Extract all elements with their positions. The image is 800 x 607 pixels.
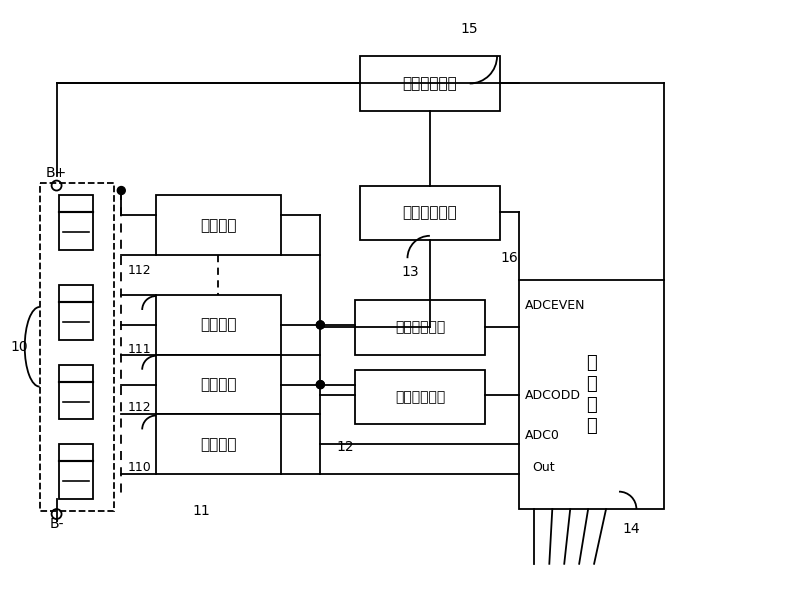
Bar — [58, 444, 94, 499]
Circle shape — [118, 186, 126, 194]
Text: B-: B- — [50, 517, 64, 531]
Circle shape — [316, 321, 324, 329]
Bar — [360, 186, 499, 240]
Circle shape — [316, 321, 324, 329]
Text: 15: 15 — [461, 22, 478, 36]
Bar — [360, 56, 499, 111]
Text: ADCEVEN: ADCEVEN — [525, 299, 585, 313]
Text: 16: 16 — [501, 251, 518, 265]
Text: B+: B+ — [46, 166, 67, 180]
Text: Out: Out — [532, 461, 555, 473]
Bar — [58, 195, 94, 250]
Text: 第二运放单元: 第二运放单元 — [394, 320, 445, 334]
Text: 开关单元: 开关单元 — [200, 437, 237, 452]
Bar — [156, 295, 281, 354]
Text: 110: 110 — [127, 461, 151, 473]
Text: 112: 112 — [127, 401, 151, 414]
Circle shape — [316, 381, 324, 388]
Bar — [355, 300, 485, 354]
Text: 10: 10 — [11, 340, 29, 354]
Text: 第一运放单元: 第一运放单元 — [394, 390, 445, 404]
Text: 11: 11 — [192, 504, 210, 518]
Text: 开关单元: 开关单元 — [200, 317, 237, 333]
Text: 12: 12 — [337, 440, 354, 454]
Bar — [156, 354, 281, 415]
Bar — [355, 370, 485, 424]
Bar — [519, 280, 664, 509]
Text: ADCODD: ADCODD — [525, 389, 581, 402]
Bar — [58, 285, 94, 340]
Bar — [58, 365, 94, 419]
Text: 开关单元: 开关单元 — [200, 218, 237, 233]
Text: 14: 14 — [622, 522, 640, 536]
Text: 112: 112 — [127, 263, 151, 277]
Text: 111: 111 — [127, 344, 151, 356]
Bar — [156, 195, 281, 255]
Text: 13: 13 — [401, 265, 418, 279]
Text: ADC0: ADC0 — [525, 429, 559, 442]
Text: 控
制
单
元: 控 制 单 元 — [586, 354, 597, 435]
Text: 电源转换单元: 电源转换单元 — [402, 76, 458, 91]
Circle shape — [316, 381, 324, 388]
Bar — [40, 183, 114, 511]
Bar — [156, 415, 281, 474]
Text: 开关控制单元: 开关控制单元 — [402, 205, 458, 220]
Text: 开关单元: 开关单元 — [200, 377, 237, 392]
